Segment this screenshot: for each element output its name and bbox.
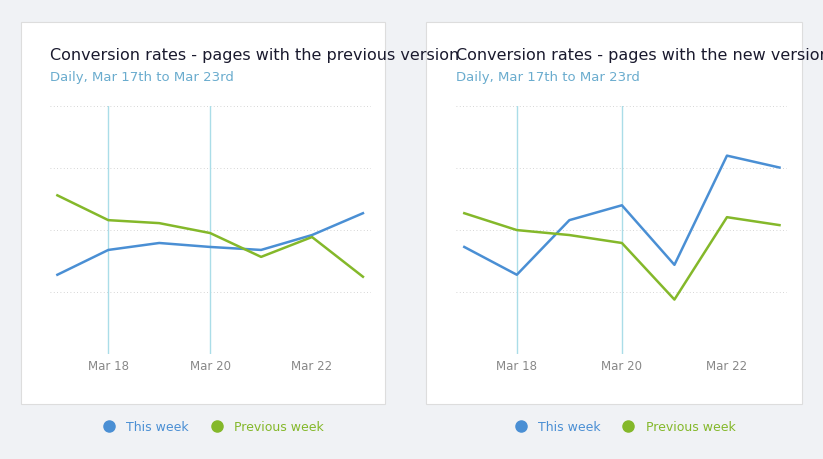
Legend: This week, Previous week: This week, Previous week <box>503 415 741 438</box>
Text: Conversion rates - pages with the new version: Conversion rates - pages with the new ve… <box>457 48 823 63</box>
Text: Daily, Mar 17th to Mar 23rd: Daily, Mar 17th to Mar 23rd <box>457 71 640 84</box>
Legend: This week, Previous week: This week, Previous week <box>91 415 329 438</box>
Text: Conversion rates - pages with the previous version: Conversion rates - pages with the previo… <box>49 48 459 63</box>
Text: Daily, Mar 17th to Mar 23rd: Daily, Mar 17th to Mar 23rd <box>49 71 234 84</box>
